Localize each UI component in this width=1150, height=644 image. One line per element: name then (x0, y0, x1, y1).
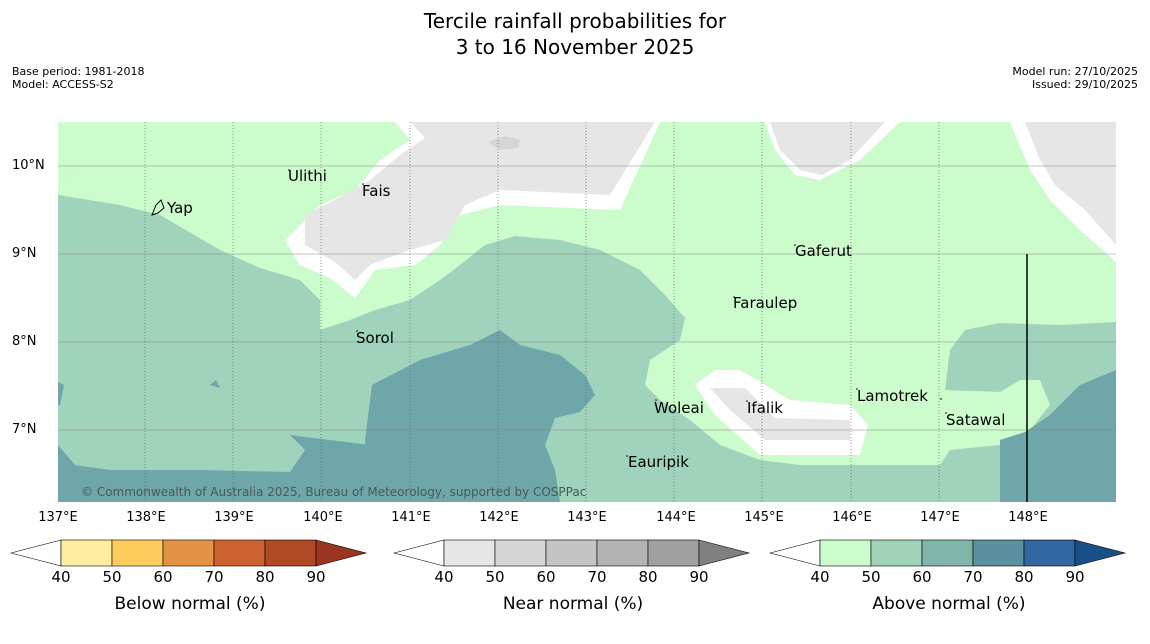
region-above-60-70-edge (58, 382, 64, 405)
colorbar-extend-high (315, 539, 368, 567)
colorbar-label-near: Near normal (%) (502, 594, 644, 614)
model-name: Model: ACCESS-S2 (12, 78, 114, 91)
lon-label-143e: 143°E (567, 510, 607, 525)
colorbar-segment (494, 539, 547, 567)
colorbar-segment (264, 539, 317, 567)
grid-lines (58, 122, 1116, 502)
lon-label-147e: 147°E (920, 510, 960, 525)
lon-label-137e: 137°E (38, 510, 78, 525)
title-line-1: Tercile rainfall probabilities for (423, 9, 727, 33)
colorbar-below-normal (10, 539, 368, 567)
model-run: Model run: 27/10/2025 (1012, 65, 1138, 78)
colorbar-extend-high (698, 539, 751, 567)
colorbar-tick-label: 60 (912, 568, 932, 586)
colorbar-segment (213, 539, 266, 567)
colorbar-tick-label: 60 (153, 568, 173, 586)
region-above-60-70-speck (210, 380, 220, 388)
lat-label-10n: 10°N (12, 158, 45, 173)
place-ulithi: Ulithi (288, 167, 327, 185)
colorbar-tick-label: 50 (861, 568, 881, 586)
region-near-40-50-northeast (770, 122, 885, 175)
lon-label-142e: 142°E (479, 510, 519, 525)
place-faraulep: Faraulep (733, 294, 798, 312)
region-near-40-50-far-northeast (1025, 122, 1116, 245)
colorbar-segment (972, 539, 1025, 567)
colorbar-tick-label: 90 (306, 568, 326, 586)
colorbar-segment (870, 539, 923, 567)
colorbar-tick-label: 80 (638, 568, 658, 586)
region-above-60-70-southwest (58, 435, 370, 502)
colorbar-extend-low (769, 539, 821, 567)
place-woleai: Woleai (654, 399, 704, 417)
colorbar-segment (162, 539, 215, 567)
region-near-40-50-ifalik (710, 388, 850, 440)
copyright-credit: © Commonwealth of Australia 2025, Bureau… (81, 485, 587, 499)
place-sorol: Sorol (356, 329, 394, 347)
place-lamotrek: Lamotrek (857, 387, 928, 405)
region-above-60-70-east (1000, 370, 1116, 502)
colorbar-near-normal (393, 539, 751, 567)
region-above-60-70-south (365, 330, 595, 502)
lon-label-140e: 140°E (303, 510, 343, 525)
colorbar-tick-label: 50 (485, 568, 505, 586)
colorbar-tick-label: 90 (689, 568, 709, 586)
title-line-2: 3 to 16 November 2025 (455, 35, 695, 59)
colorbar-segment (545, 539, 598, 567)
meta-right: Model run: 27/10/2025 Issued: 29/10/2025 (1012, 65, 1138, 91)
colorbar-tick-label: 80 (255, 568, 275, 586)
lon-label-141e: 141°E (391, 510, 431, 525)
lon-label-146e: 146°E (832, 510, 872, 525)
colorbar-extend-low (10, 539, 62, 567)
place-yap: Yap (167, 199, 193, 217)
colorbar-segment (1023, 539, 1076, 567)
island-markers (288, 169, 947, 457)
lon-label-138e: 138°E (126, 510, 166, 525)
colorbar-tick-label: 50 (102, 568, 122, 586)
colorbar-extend-high (1074, 539, 1127, 567)
colorbar-label-above: Above normal (%) (872, 594, 1026, 614)
colorbar-segment (596, 539, 649, 567)
colorbar-segment (921, 539, 974, 567)
place-satawal: Satawal (946, 411, 1006, 429)
colorbar-tick-label: 70 (963, 568, 983, 586)
issued-date: Issued: 29/10/2025 (1031, 78, 1138, 91)
colorbar-segment (111, 539, 164, 567)
colorbar-tick-label: 40 (51, 568, 71, 586)
meta-left: Base period: 1981-2018 Model: ACCESS-S2 (12, 65, 144, 91)
colorbar-segment (819, 539, 872, 567)
colorbar-segment (647, 539, 700, 567)
colorbar-label-below: Below normal (%) (114, 594, 266, 614)
yap-island-icon (151, 199, 165, 216)
place-fais: Fais (362, 182, 391, 200)
base-period: Base period: 1981-2018 (12, 65, 145, 78)
place-gaferut: Gaferut (795, 242, 852, 260)
region-near-40-50-speck (488, 136, 520, 150)
lon-label-139e: 139°E (214, 510, 254, 525)
lat-label-9n: 9°N (12, 246, 37, 261)
colorbar-segment (60, 539, 113, 567)
lon-label-144e: 144°E (656, 510, 696, 525)
colorbar-segment (443, 539, 496, 567)
colorbar-tick-label: 40 (434, 568, 454, 586)
place-eauripik: Eauripik (628, 453, 689, 471)
lat-label-8n: 8°N (12, 334, 37, 349)
lon-label-145e: 145°E (744, 510, 784, 525)
colorbar-tick-label: 40 (810, 568, 830, 586)
map-title: Tercile rainfall probabilities for 3 to … (0, 8, 1150, 60)
colorbar-tick-label: 70 (204, 568, 224, 586)
lat-label-7n: 7°N (12, 422, 37, 437)
colorbar-tick-label: 60 (536, 568, 556, 586)
colorbar-extend-low (393, 539, 445, 567)
colorbar-tick-label: 80 (1014, 568, 1034, 586)
lon-label-148e: 148°E (1008, 510, 1048, 525)
colorbar-tick-label: 70 (587, 568, 607, 586)
colorbar-above-normal (769, 539, 1127, 567)
colorbar-tick-label: 90 (1065, 568, 1085, 586)
region-near-40-50-north (305, 122, 655, 280)
place-ifalik: Ifalik (747, 399, 783, 417)
region-above-40-50-west (58, 122, 76, 185)
